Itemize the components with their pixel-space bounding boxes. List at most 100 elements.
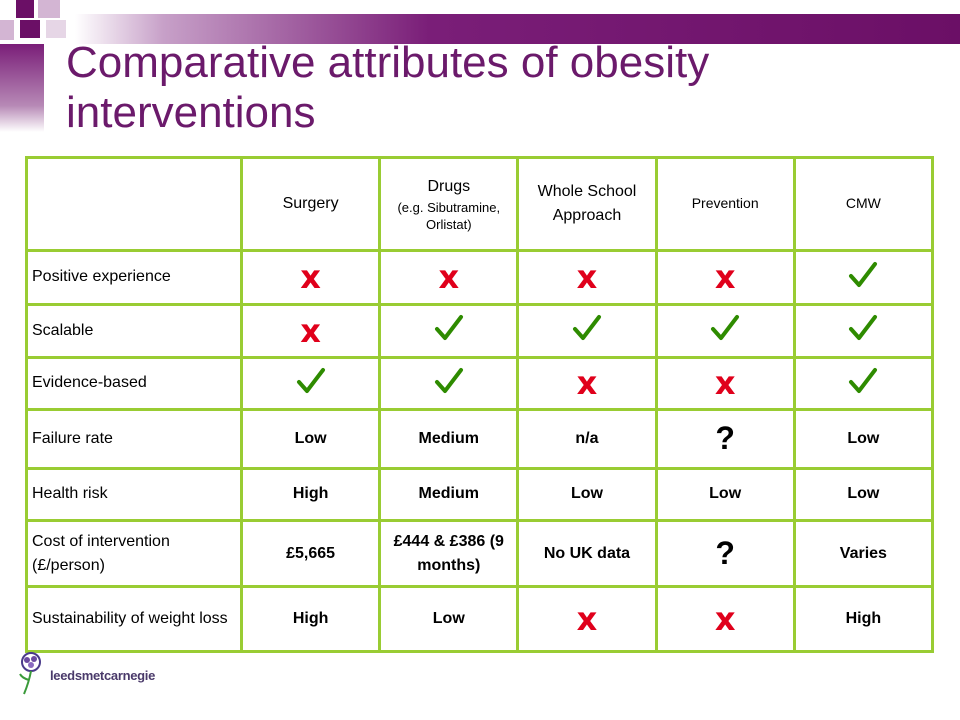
check-icon — [572, 315, 601, 341]
value-cell: Varies — [792, 518, 935, 589]
header-label: CMW — [845, 194, 881, 211]
question-mark: ? — [715, 420, 735, 457]
cell-value: Low — [294, 429, 327, 447]
check-icon — [849, 261, 878, 287]
table-row: Health risk High Medium Low Low Low — [25, 466, 935, 522]
check-mark-cell — [654, 303, 796, 359]
value-cell: Low — [378, 585, 520, 653]
header-empty-cell — [25, 156, 243, 252]
header-sublabel: (e.g. Sibutramine, Orlistat) — [397, 199, 501, 232]
header-label: Whole School Approach — [537, 182, 637, 224]
table-row: Failure rate Low Medium n/a? Low — [25, 408, 935, 470]
logo-flower-icon — [19, 652, 41, 695]
value-cell: n/a — [516, 408, 658, 470]
table-row: Sustainability of weight loss High Low x x Hi… — [25, 585, 935, 653]
cell-value: Medium — [418, 485, 479, 503]
value-cell: Medium — [378, 466, 520, 522]
cross-mark-cell: x — [516, 248, 658, 307]
check-icon — [711, 315, 740, 341]
check-mark-cell — [239, 355, 382, 412]
value-cell: High — [239, 466, 382, 522]
check-mark-cell — [378, 303, 520, 359]
row-label: Failure rate — [25, 408, 243, 470]
cross-mark-cell: x — [654, 355, 796, 412]
cross-mark-cell: x — [516, 585, 658, 653]
cell-value: n/a — [575, 429, 599, 447]
cross-mark-cell: x — [654, 585, 796, 653]
cross-mark-cell: x — [239, 248, 382, 307]
cross-mark-cell: x — [516, 355, 658, 412]
header-drugs: Drugs (e.g. Sibutramine, Orlistat) — [378, 156, 520, 252]
check-mark-cell — [792, 248, 935, 307]
value-cell: Low — [239, 408, 382, 470]
deco-square — [38, 0, 60, 18]
row-label: Sustainability of weight loss — [25, 585, 243, 653]
value-cell: Low — [654, 466, 796, 522]
check-icon — [296, 367, 325, 393]
row-label: Scalable — [25, 303, 243, 359]
check-icon — [849, 315, 878, 341]
value-cell: £444 & £386 (9 months) — [378, 518, 520, 589]
question-mark: ? — [715, 535, 735, 572]
slide-title: Comparative attributes of obesity interv… — [66, 38, 710, 137]
question-mark-cell: ? — [654, 408, 796, 470]
value-cell: Low — [792, 466, 935, 522]
value-cell: £5,665 — [239, 518, 382, 589]
row-label: Health risk — [25, 466, 243, 522]
row-label: Cost of intervention (£/person) — [25, 518, 243, 589]
table-row: Scalable x — [25, 303, 935, 359]
check-icon — [434, 367, 463, 393]
leedsmet-logo: leedsmetcarnegie — [14, 650, 174, 698]
cell-value: High — [292, 485, 329, 503]
cell-value: Low — [570, 485, 603, 503]
cell-value: High — [845, 610, 882, 628]
cross-icon: x — [576, 364, 598, 403]
cell-value: High — [292, 610, 329, 628]
value-cell: High — [792, 585, 935, 653]
cell-value: No UK data — [543, 544, 631, 562]
value-cell: Low — [792, 408, 935, 470]
check-mark-cell — [792, 355, 935, 412]
cross-icon: x — [300, 258, 321, 297]
cell-value: Low — [709, 485, 742, 503]
check-mark-cell — [792, 303, 935, 359]
value-cell: Medium — [378, 408, 520, 470]
header-prevention: Prevention — [654, 156, 796, 252]
header-cmw: CMW — [792, 156, 935, 252]
table-row: Positive experience x x x x — [25, 248, 935, 307]
value-cell: High — [239, 585, 382, 653]
cross-icon: x — [714, 364, 736, 403]
logo-text: leedsmetcarnegie — [50, 668, 156, 683]
check-mark-cell — [378, 355, 520, 412]
cross-mark-cell: x — [654, 248, 796, 307]
cell-value: £5,665 — [286, 544, 336, 562]
value-cell: No UK data — [516, 518, 658, 589]
table-row: Cost of intervention (£/person) £5,665 £44… — [25, 518, 935, 589]
row-label: Positive experience — [25, 248, 243, 307]
cross-icon: x — [438, 258, 460, 297]
cross-mark-cell: x — [239, 303, 382, 359]
cross-icon: x — [714, 600, 736, 639]
cross-icon: x — [576, 600, 598, 639]
cell-value: Varies — [839, 544, 887, 562]
header-label: Surgery — [282, 194, 339, 212]
cell-value: Low — [847, 485, 880, 503]
cross-icon: x — [300, 311, 321, 350]
check-icon — [849, 367, 878, 393]
deco-square — [0, 20, 14, 40]
header-bar — [75, 14, 960, 44]
header-label: Prevention — [691, 194, 759, 211]
table-header-row: Surgery Drugs (e.g. Sibutramine, Orlista… — [25, 156, 935, 252]
cross-mark-cell: x — [378, 248, 520, 307]
cell-value: Low — [847, 429, 880, 447]
header-label: Drugs — [427, 177, 471, 195]
header-surgery: Surgery — [239, 156, 382, 252]
check-mark-cell — [516, 303, 658, 359]
row-label: Evidence-based — [25, 355, 243, 412]
value-cell: Low — [516, 466, 658, 522]
cell-value: Low — [432, 610, 465, 628]
deco-square — [20, 20, 40, 38]
deco-square — [46, 20, 66, 38]
deco-square — [16, 0, 34, 18]
cell-value: Medium — [418, 429, 479, 447]
